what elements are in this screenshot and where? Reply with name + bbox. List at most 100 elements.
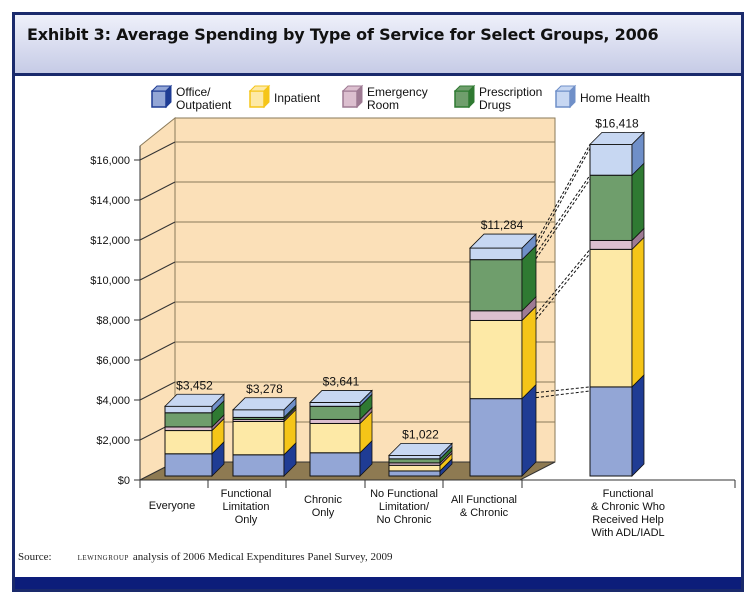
y-tick-label: $12,000 (90, 235, 130, 247)
bar-segment (469, 398, 523, 477)
gridline-diagonal (139, 261, 176, 281)
bar-segment (589, 248, 633, 388)
bar-segment (232, 420, 285, 456)
gridline-diagonal (139, 301, 176, 321)
legend-label-line: Office/ (176, 85, 211, 99)
bar-segment-side (631, 373, 645, 477)
bar-segment (309, 418, 361, 424)
legend-swatch (151, 90, 167, 108)
category-label-line: Only (312, 507, 335, 519)
bar-segment (469, 319, 523, 400)
legend-swatch (249, 90, 265, 108)
legend-swatch-side (356, 84, 363, 109)
bar-segment-side (521, 305, 537, 400)
bar-segment (589, 239, 633, 250)
bar-segment (388, 464, 441, 472)
bar-segment-side (631, 162, 645, 242)
total-label: $3,278 (246, 382, 283, 396)
bar-segment-side (631, 236, 645, 388)
bar-top (164, 393, 225, 407)
bar-top (388, 442, 453, 456)
category-label-line: Chronic (304, 494, 342, 506)
category-label-line: & Chronic Who (591, 501, 665, 513)
legend-swatch (454, 90, 470, 108)
bar-segment (589, 143, 633, 176)
bar-segment-side (521, 383, 537, 477)
source-note: Source: LEWINGROUP analysis of 2006 Medica… (18, 551, 392, 563)
connector-line (535, 253, 591, 320)
category-label-line: Limitation (222, 501, 269, 513)
y-tick-label: $10,000 (90, 275, 130, 287)
category-label: All Functional & Chronic (451, 494, 517, 519)
legend-label-line: Outpatient (176, 98, 232, 112)
gridline-diagonal (139, 381, 176, 401)
source-text: analysis of 2006 Medical Expenditures Pa… (132, 551, 393, 563)
total-label: $3,641 (323, 374, 360, 388)
category-label: Functional Limitation Only (221, 488, 272, 526)
bar-top (589, 131, 645, 145)
bar-segment (164, 453, 213, 477)
legend-label: Office/Outpatient (176, 85, 232, 112)
total-label: $11,284 (481, 218, 524, 232)
category-label-line: No Chronic (376, 514, 432, 526)
bar-segment (232, 454, 285, 477)
legend-label-line: Emergency (367, 85, 428, 99)
bar-top (469, 233, 537, 249)
category-label-line: Received Help (592, 514, 664, 526)
category-label-line: Functional (603, 488, 654, 500)
category-label-line: All Functional (451, 494, 517, 506)
bar-top (232, 397, 297, 411)
legend-label-line: Room (367, 98, 399, 112)
gridline-diagonal (139, 221, 176, 241)
y-tick-label: $8,000 (96, 315, 130, 327)
legend-label-line: Drugs (479, 98, 511, 112)
lewin-group-logo: LEWINGROUP (77, 554, 129, 562)
connector-line (535, 178, 591, 259)
bar-top (309, 390, 373, 403)
category-label-line: Everyone (149, 500, 195, 512)
legend-swatch (342, 90, 358, 108)
legend-label: Home Health (580, 91, 650, 105)
header-band: Exhibit 3: Average Spending by Type of S… (15, 15, 741, 76)
connector-line (535, 148, 591, 248)
source-prefix: Source: (18, 551, 52, 563)
gridline-diagonal (139, 141, 176, 161)
category-label: Chronic Only (304, 494, 342, 519)
category-label-line: Only (235, 514, 258, 526)
category-label-line: & Chronic (460, 507, 509, 519)
gridline-diagonal (139, 181, 176, 201)
bar-segment (388, 458, 441, 464)
bar-segment (309, 401, 361, 407)
y-tick-label: $2,000 (96, 435, 130, 447)
connector-line (535, 174, 591, 254)
y-tick-label: $16,000 (90, 155, 130, 167)
bar-segment (309, 452, 361, 477)
bar-segment (309, 405, 361, 420)
bar-segment (469, 310, 523, 321)
y-tick-label: $4,000 (96, 395, 130, 407)
category-label-line: With ADL/IADL (591, 527, 664, 539)
bar-segment (388, 470, 441, 477)
bar-segment (469, 259, 523, 312)
legend-label-line: Prescription (479, 85, 542, 99)
bar-segment (164, 430, 213, 455)
bar-segment (164, 426, 213, 432)
category-label: Everyone (149, 500, 195, 512)
connector-line (535, 144, 591, 243)
bar-segment (469, 247, 523, 261)
connector-line (535, 386, 591, 394)
category-label-line: Functional (221, 488, 272, 500)
chart-title: Exhibit 3: Average Spending by Type of S… (27, 25, 659, 44)
bar-segment (309, 422, 361, 454)
category-label-line: No Functional (370, 488, 438, 500)
total-label: $3,452 (176, 378, 213, 392)
y-tick-label: $14,000 (90, 195, 130, 207)
bar-segment (232, 409, 285, 418)
legend-swatch (555, 90, 571, 108)
bar-segment (164, 405, 213, 414)
footer-band (15, 577, 741, 589)
legend-label-line: Inpatient (274, 91, 321, 105)
legend-swatch-side (468, 84, 475, 109)
bar-segment (164, 412, 213, 428)
bar-segment (388, 454, 441, 460)
